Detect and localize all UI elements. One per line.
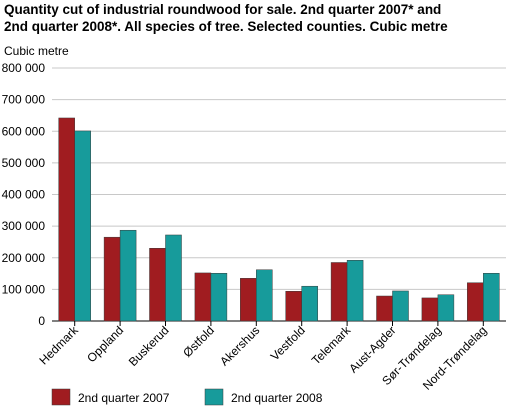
legend-label: 2nd quarter 2008 — [231, 391, 323, 405]
legend-swatch — [51, 388, 71, 406]
chart-title-line-2: 2nd quarter 2008*. All species of tree. … — [4, 19, 448, 34]
bar-2008 — [74, 130, 91, 322]
bar-2008 — [437, 294, 455, 322]
x-tick-label: Akershus — [217, 323, 262, 368]
x-tick-label: Vestfold — [268, 323, 308, 363]
bar-2007 — [149, 248, 166, 322]
y-tick-label: 600 000 — [2, 124, 46, 138]
x-tick-label: Oppland — [84, 323, 126, 365]
x-axis-labels: Hedmark Oppland Buskerud Østfold Akershus Ves… — [36, 321, 489, 393]
bar-2008 — [301, 285, 318, 322]
bar-2007 — [330, 262, 348, 322]
bar-2008 — [483, 272, 500, 322]
bar-2007 — [467, 282, 484, 322]
y-tick-label: 300 000 — [2, 219, 46, 233]
y-axis-label: Cubic metre — [4, 44, 69, 58]
bar-2007 — [194, 272, 212, 322]
legend-label: 2nd quarter 2007 — [78, 391, 170, 405]
legend: 2nd quarter 2007 2nd quarter 2008 — [51, 388, 323, 406]
bars — [58, 117, 500, 322]
bar-2008 — [346, 260, 364, 322]
bar-2008 — [165, 234, 182, 322]
bar-2007 — [58, 117, 75, 322]
x-tick-label: Hedmark — [36, 323, 81, 368]
y-tick-label: 800 000 — [2, 61, 46, 75]
bar-2008 — [210, 272, 228, 322]
y-tick-label: 700 000 — [2, 93, 46, 107]
x-tick-label: Østfold — [180, 323, 217, 360]
y-tick-label: 400 000 — [2, 188, 46, 202]
bar-2008 — [256, 269, 273, 322]
bar-2007 — [240, 278, 257, 322]
bar-2007 — [103, 236, 121, 322]
y-tick-label: 100 000 — [2, 282, 46, 296]
bar-2008 — [119, 229, 137, 322]
y-tick-label: 200 000 — [2, 251, 46, 265]
legend-swatch — [204, 388, 224, 406]
x-tick-label: Buskerud — [126, 323, 172, 369]
bar-2007 — [285, 291, 302, 322]
bar-2007 — [421, 297, 439, 322]
y-tick-label: 0 — [38, 314, 45, 328]
bar-2008 — [392, 290, 409, 322]
y-tick-label: 500 000 — [2, 156, 46, 170]
chart-title-line-1: Quantity cut of industrial roundwood for… — [4, 2, 441, 17]
x-tick-label: Telemark — [309, 323, 354, 368]
y-axis-ticks: 0 100 000 200 000 300 000 400 000 500 000 600 … — [2, 61, 46, 328]
bar-2007 — [376, 295, 393, 322]
